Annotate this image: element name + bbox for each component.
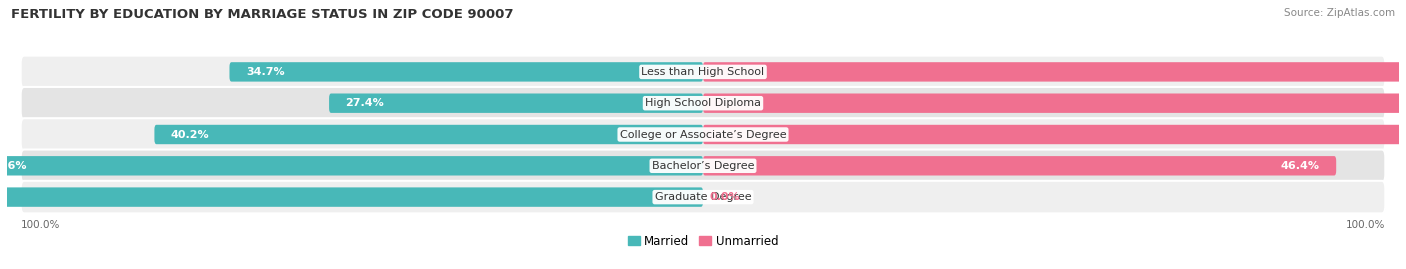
FancyBboxPatch shape <box>703 125 1406 144</box>
Text: Graduate Degree: Graduate Degree <box>655 192 751 202</box>
FancyBboxPatch shape <box>703 94 1406 113</box>
Text: College or Associate’s Degree: College or Associate’s Degree <box>620 129 786 140</box>
Text: Less than High School: Less than High School <box>641 67 765 77</box>
Text: 53.6%: 53.6% <box>0 161 27 171</box>
Text: Source: ZipAtlas.com: Source: ZipAtlas.com <box>1284 8 1395 18</box>
FancyBboxPatch shape <box>329 94 703 113</box>
Text: Bachelor’s Degree: Bachelor’s Degree <box>652 161 754 171</box>
Text: 100.0%: 100.0% <box>1346 220 1385 230</box>
FancyBboxPatch shape <box>21 118 1385 151</box>
Text: 100.0%: 100.0% <box>21 220 60 230</box>
FancyBboxPatch shape <box>21 150 1385 182</box>
FancyBboxPatch shape <box>703 156 1336 175</box>
Text: 46.4%: 46.4% <box>1281 161 1320 171</box>
FancyBboxPatch shape <box>21 56 1385 88</box>
Text: 27.4%: 27.4% <box>346 98 384 108</box>
Text: High School Diploma: High School Diploma <box>645 98 761 108</box>
Text: FERTILITY BY EDUCATION BY MARRIAGE STATUS IN ZIP CODE 90007: FERTILITY BY EDUCATION BY MARRIAGE STATU… <box>11 8 513 21</box>
Text: 40.2%: 40.2% <box>170 129 209 140</box>
FancyBboxPatch shape <box>21 87 1385 119</box>
FancyBboxPatch shape <box>0 156 703 175</box>
Legend: Married, Unmarried: Married, Unmarried <box>623 230 783 253</box>
FancyBboxPatch shape <box>155 125 703 144</box>
Text: 34.7%: 34.7% <box>246 67 284 77</box>
FancyBboxPatch shape <box>21 181 1385 213</box>
FancyBboxPatch shape <box>0 187 703 207</box>
FancyBboxPatch shape <box>703 62 1406 82</box>
FancyBboxPatch shape <box>229 62 703 82</box>
Text: 0.0%: 0.0% <box>710 192 741 202</box>
